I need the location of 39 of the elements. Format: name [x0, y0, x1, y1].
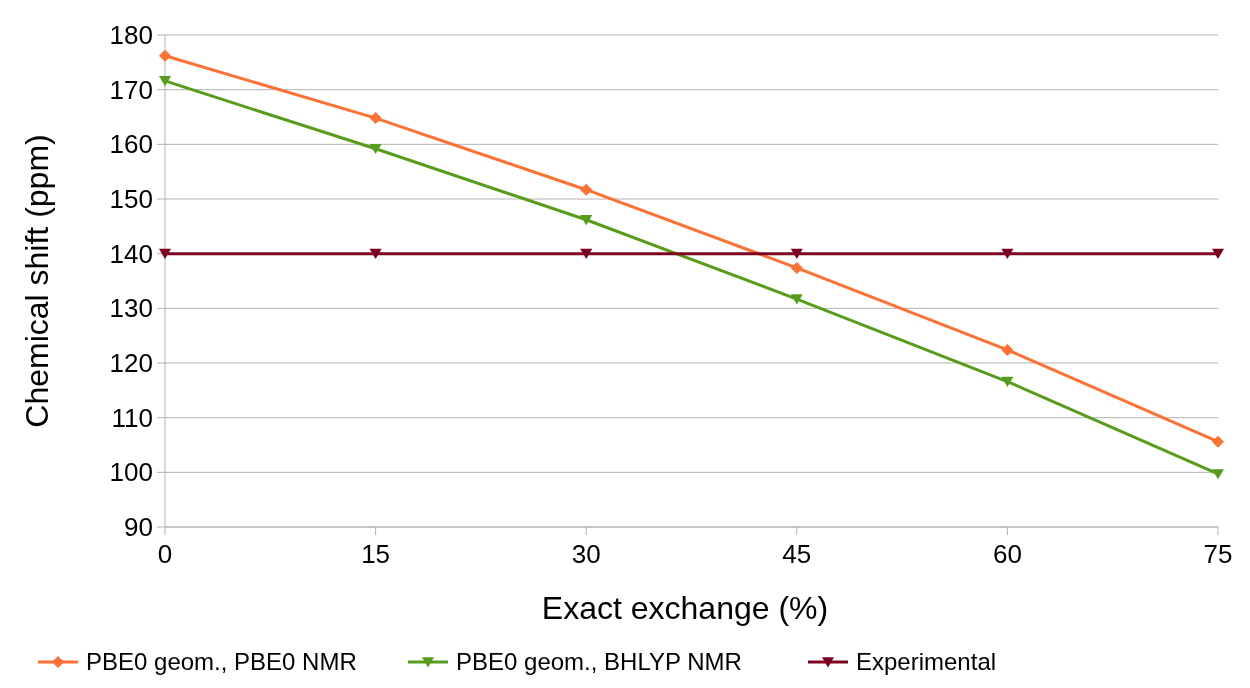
point [369, 112, 382, 125]
point [790, 294, 803, 305]
x-axis-title: Exact exchange (%) [541, 590, 829, 626]
point [159, 49, 171, 62]
point [580, 183, 593, 196]
point [159, 76, 171, 87]
legend-label: Experimental [856, 648, 997, 676]
x-tick-label: 75 [1203, 539, 1233, 569]
y-tick-label: 120 [109, 348, 153, 379]
point [580, 214, 593, 226]
point [1001, 376, 1014, 387]
point [1001, 248, 1014, 260]
point [1001, 343, 1014, 356]
point [1212, 469, 1224, 480]
x-tick-label: 15 [361, 539, 391, 569]
y-tick-label: 180 [109, 20, 153, 51]
point [159, 248, 171, 260]
point [369, 143, 382, 155]
point [369, 248, 382, 260]
y-tick-label: 100 [109, 457, 153, 488]
y-axis-title: Chemical shift (ppm) [19, 134, 55, 428]
legend-label: PBE0 geom., BHLYP NMR [456, 648, 742, 676]
y-tick-label: 170 [109, 74, 153, 105]
point [1212, 248, 1224, 260]
x-tick-label: 0 [157, 539, 173, 569]
legend-label: PBE0 geom., PBE0 NMR [86, 648, 357, 676]
y-tick-label: 110 [111, 402, 153, 433]
y-tick-label: 140 [109, 238, 153, 269]
x-tick-label: 45 [782, 539, 812, 569]
point [1212, 435, 1224, 448]
x-tick-label: 60 [992, 539, 1022, 569]
x-tick-label: 30 [571, 539, 601, 569]
point [790, 248, 803, 260]
y-tick-label: 160 [109, 129, 153, 160]
point [580, 248, 593, 260]
y-tick-label: 90 [124, 512, 153, 543]
y-tick-label: 150 [109, 184, 153, 215]
y-tick-label: 130 [109, 293, 153, 324]
point [790, 261, 803, 274]
